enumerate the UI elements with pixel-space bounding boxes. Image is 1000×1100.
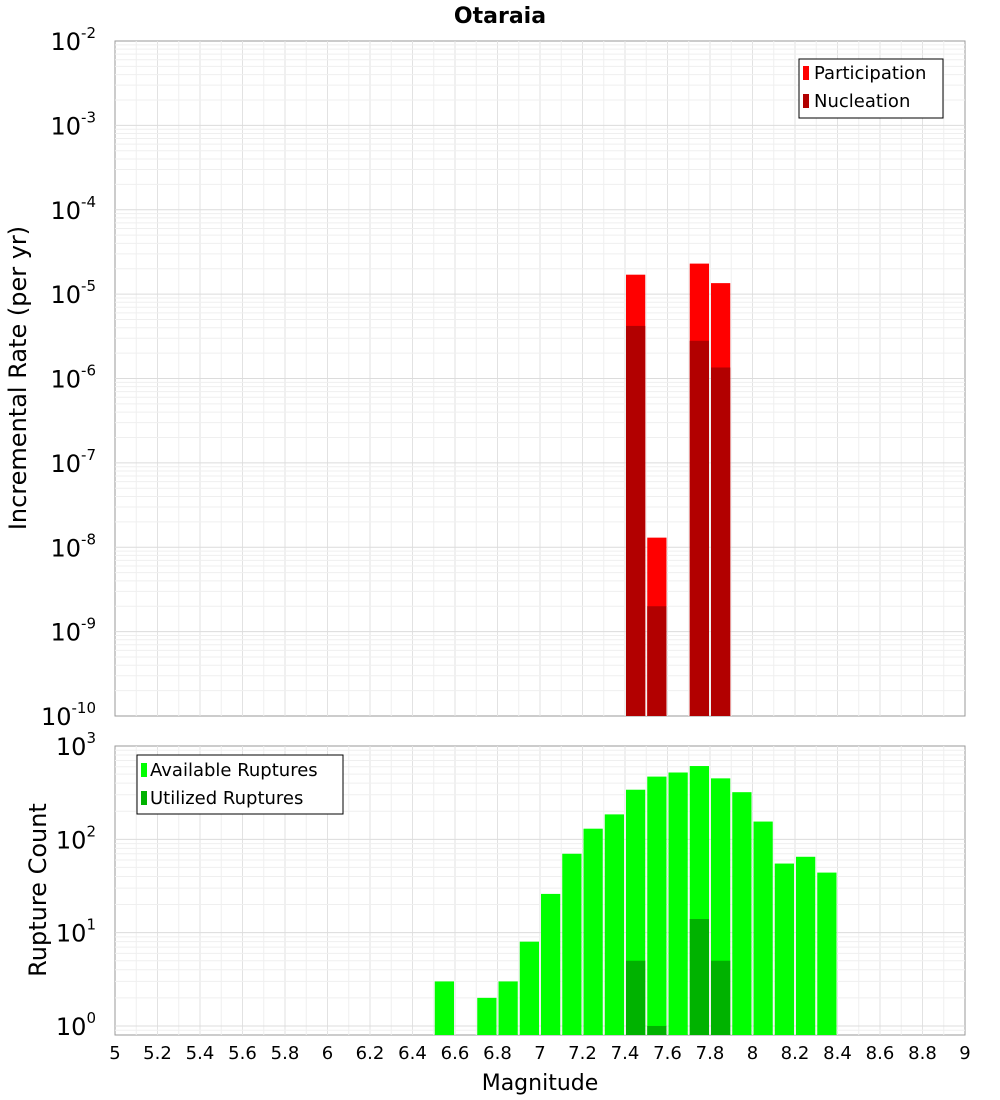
bar-available-ruptures <box>498 981 518 1035</box>
bar-utilized-ruptures <box>689 919 709 1035</box>
x-tick-label: 6.2 <box>356 1043 385 1064</box>
chart-title: Otaraia <box>454 4 546 29</box>
bar-available-ruptures <box>668 772 688 1035</box>
x-tick-label: 5.8 <box>271 1043 300 1064</box>
bottom-bars <box>434 766 837 1035</box>
top-legend: Participation Nucleation <box>798 58 944 119</box>
x-tick-label: 5 <box>109 1043 120 1064</box>
x-tick-label: 6.6 <box>441 1043 470 1064</box>
bar-available-ruptures <box>732 792 752 1035</box>
top-panel: 10-10 10-9 10-8 10-7 10-6 10-5 10-4 10-3 10-2 In… <box>4 24 966 731</box>
y-tick-label: 100 <box>56 1009 96 1041</box>
bar-available-ruptures <box>434 981 454 1035</box>
bottom-legend: Available Ruptures Utilized Ruptures <box>136 754 344 815</box>
x-tick-label: 8.6 <box>866 1043 895 1064</box>
top-y-axis-label: Incremental Rate (per yr) <box>4 226 32 530</box>
y-tick-label: 10-4 <box>50 193 96 225</box>
bar-utilized-ruptures <box>711 960 731 1035</box>
y-tick-label: 10-3 <box>50 108 96 140</box>
bottom-y-axis-label: Rupture Count <box>24 803 52 977</box>
x-tick-label: 5.6 <box>228 1043 257 1064</box>
bar-available-ruptures <box>604 814 624 1035</box>
bar-utilized-ruptures <box>647 1025 667 1035</box>
x-tick-label: 7.4 <box>611 1043 640 1064</box>
bar-available-ruptures <box>519 941 539 1035</box>
x-tick-label: 9 <box>959 1043 970 1064</box>
bar-available-ruptures <box>774 863 794 1035</box>
legend-swatch-nucleation <box>803 94 809 108</box>
legend-label-utilized: Utilized Ruptures <box>150 788 303 809</box>
bar-available-ruptures <box>647 776 667 1035</box>
bar-nucleation <box>711 367 731 716</box>
bar-nucleation <box>689 340 709 716</box>
x-axis-label: Magnitude <box>482 1071 599 1096</box>
y-tick-label: 10-7 <box>50 446 96 478</box>
x-tick-label: 5.4 <box>186 1043 215 1064</box>
y-tick-label: 10-6 <box>50 362 96 394</box>
bar-available-ruptures <box>796 856 816 1035</box>
x-tick-label: 6.4 <box>398 1043 427 1064</box>
legend-swatch-utilized <box>141 791 147 805</box>
y-tick-label: 10-2 <box>50 24 96 56</box>
legend-label-participation: Participation <box>814 63 926 84</box>
bar-available-ruptures <box>541 893 561 1035</box>
x-tick-label: 5.2 <box>143 1043 172 1064</box>
y-tick-label: 102 <box>56 822 96 854</box>
top-y-tick-labels: 10-10 10-9 10-8 10-7 10-6 10-5 10-4 10-3 10-2 <box>41 24 96 731</box>
bar-available-ruptures <box>753 821 773 1035</box>
legend-swatch-participation <box>803 66 809 80</box>
legend-label-nucleation: Nucleation <box>814 91 910 112</box>
x-tick-label: 8.4 <box>823 1043 852 1064</box>
x-tick-labels: 5 5.2 5.4 5.6 5.8 6 6.2 6.4 6.6 6.8 7 7.2 7.4 7.6 7.8 8… <box>109 1043 970 1064</box>
bottom-legend-box <box>136 754 344 815</box>
y-tick-label: 10-8 <box>50 530 96 562</box>
bottom-y-tick-labels: 100 101 102 103 <box>56 729 96 1041</box>
y-tick-label: 10-5 <box>50 277 96 309</box>
x-tick-label: 6 <box>322 1043 333 1064</box>
x-tick-label: 8 <box>747 1043 758 1064</box>
x-tick-label: 8.2 <box>781 1043 810 1064</box>
x-tick-label: 7.6 <box>653 1043 682 1064</box>
x-tick-label: 7.2 <box>568 1043 597 1064</box>
top-legend-box <box>798 58 944 119</box>
x-tick-label: 6.8 <box>483 1043 512 1064</box>
bar-available-ruptures <box>583 828 603 1035</box>
bar-available-ruptures <box>562 853 582 1035</box>
x-tick-label: 7 <box>534 1043 545 1064</box>
legend-label-available: Available Ruptures <box>150 760 318 781</box>
y-tick-label: 101 <box>56 916 96 948</box>
x-tick-label: 7.8 <box>696 1043 725 1064</box>
bar-utilized-ruptures <box>626 960 646 1035</box>
top-gridlines <box>115 41 965 716</box>
y-tick-label: 10-10 <box>41 699 96 731</box>
bar-nucleation <box>647 606 667 716</box>
bottom-panel: 100 101 102 103 5 5.2 5.4 5.6 5.8 6 6.2 6.4 6.6 6.8 7… <box>24 729 971 1096</box>
bar-available-ruptures <box>817 872 837 1035</box>
bar-available-ruptures <box>477 997 497 1035</box>
x-tick-label: 8.8 <box>908 1043 937 1064</box>
legend-swatch-available <box>141 763 147 777</box>
y-tick-label: 103 <box>56 729 96 761</box>
y-tick-label: 10-9 <box>50 615 96 647</box>
top-bars <box>626 263 731 716</box>
bar-nucleation <box>626 325 646 716</box>
